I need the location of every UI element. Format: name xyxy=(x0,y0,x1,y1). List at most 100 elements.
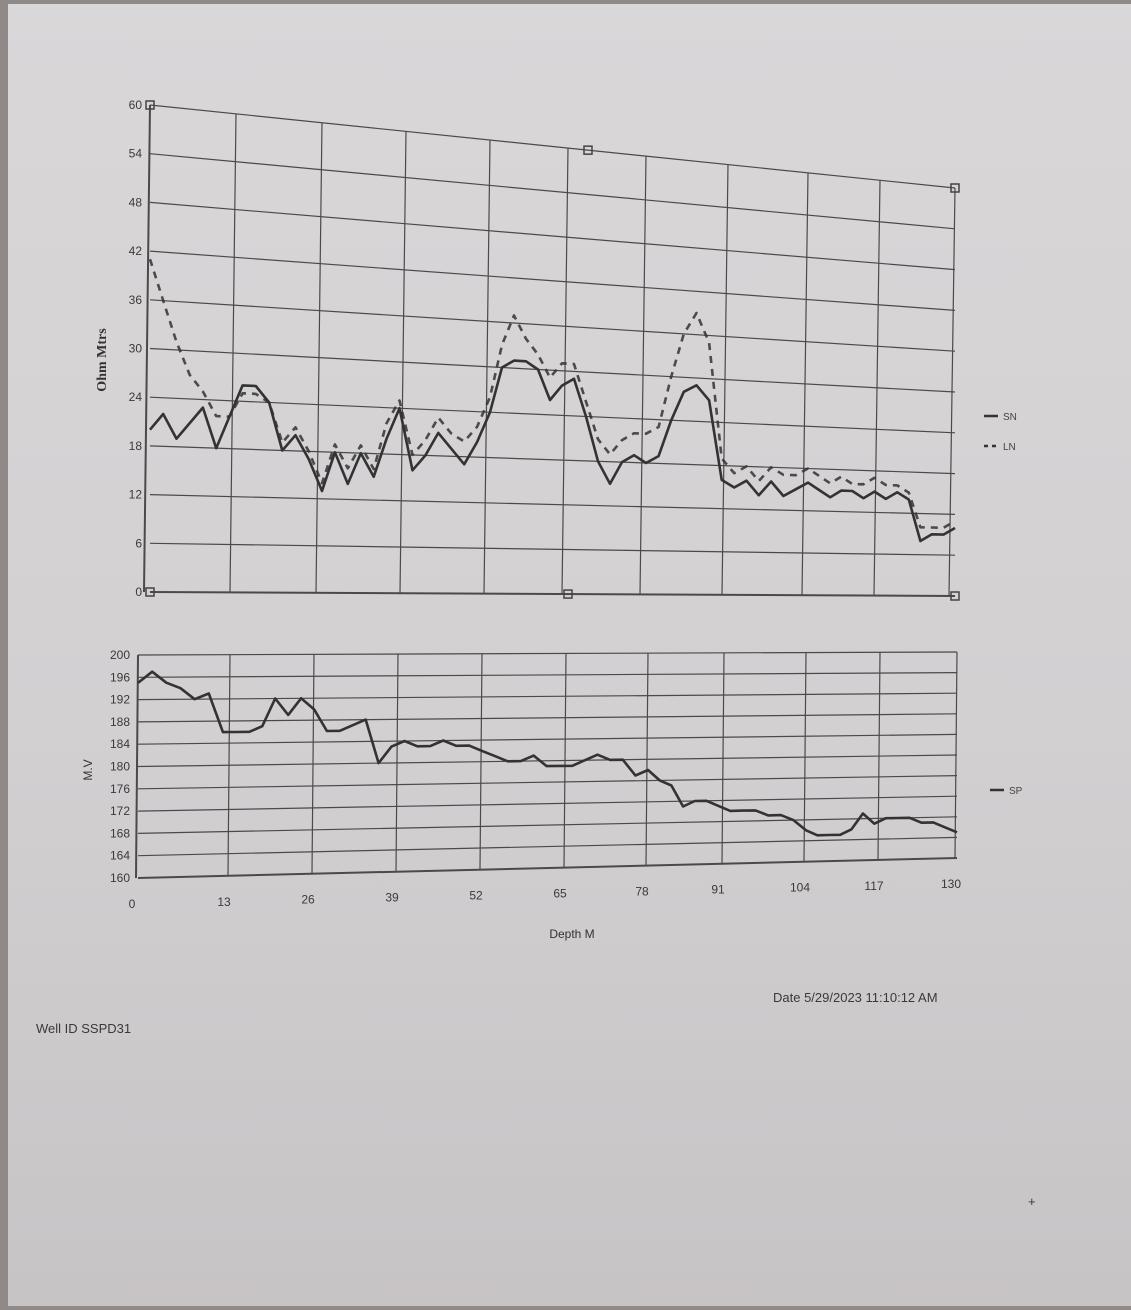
bottom-v-gridline xyxy=(563,653,567,868)
bottom-y-tick-label: 176 xyxy=(110,782,130,796)
legend-label-sp: SP xyxy=(1009,786,1023,797)
legend-bottom: SP xyxy=(990,786,1023,797)
top-y-tick-label: 54 xyxy=(129,147,143,161)
resistivity-plot-grid xyxy=(143,100,960,601)
series-line-sp xyxy=(137,670,958,837)
top-v-gridline xyxy=(399,131,407,594)
bottom-y-tick-label: 200 xyxy=(110,648,130,662)
bottom-y-tick-label: 192 xyxy=(110,693,130,707)
top-v-gridline xyxy=(143,104,151,593)
x-tick-label: 26 xyxy=(301,893,315,907)
bottom-h-gridline xyxy=(137,733,958,745)
bottom-v-gridline xyxy=(645,653,649,866)
bottom-v-gridline xyxy=(954,651,958,859)
top-y-tick-label: 6 xyxy=(135,536,142,550)
bottom-v-gridline xyxy=(479,653,483,870)
bottom-h-gridline xyxy=(137,816,958,834)
top-v-gridline xyxy=(639,156,647,595)
top-v-gridline xyxy=(483,140,491,594)
x-tick-label: 52 xyxy=(469,889,483,903)
x-tick-label: 104 xyxy=(790,881,810,895)
x-tick-label: 117 xyxy=(864,879,883,893)
top-h-gridline xyxy=(149,299,956,352)
top-h-gridline xyxy=(149,347,956,393)
bottom-v-gridline xyxy=(227,654,231,876)
bottom-v-gridline xyxy=(395,654,399,872)
chart-labels: 6054484236302418126020019619218818418017… xyxy=(110,98,961,911)
top-v-gridline xyxy=(229,113,237,593)
bottom-h-gridline xyxy=(137,671,958,678)
top-h-gridline xyxy=(149,104,956,189)
axis-corner-marker xyxy=(950,183,960,193)
x-tick-label: 65 xyxy=(553,887,567,901)
top-y-tick-label: 18 xyxy=(129,439,143,453)
bottom-y-tick-label: 188 xyxy=(110,715,130,729)
top-h-gridline xyxy=(149,445,956,475)
top-h-gridline xyxy=(149,250,956,311)
top-y-axis-title: Ohm Mtrs xyxy=(95,328,110,392)
date-stamp: Date 5/29/2023 11:10:12 AM xyxy=(773,990,938,1005)
series-line-ln xyxy=(148,258,956,530)
legend-top: SN LN xyxy=(984,412,1017,453)
bottom-h-gridline xyxy=(137,836,958,857)
axis-corner-marker xyxy=(583,145,593,155)
x-tick-label: 130 xyxy=(941,877,961,891)
top-h-gridline xyxy=(149,542,956,556)
bottom-h-gridline xyxy=(137,857,958,879)
axis-corner-marker xyxy=(145,100,155,110)
top-y-tick-label: 42 xyxy=(129,244,143,258)
top-v-gridline xyxy=(315,122,323,593)
bottom-y-tick-label: 160 xyxy=(110,871,130,885)
top-v-gridline xyxy=(948,187,956,597)
well-id: Well ID SSPD31 xyxy=(36,1021,131,1036)
bottom-y-tick-label: 172 xyxy=(110,804,130,818)
top-v-gridline xyxy=(561,148,569,595)
sp-plot-grid xyxy=(135,651,958,879)
x-tick-label: 0 xyxy=(129,897,136,911)
bottom-y-tick-label: 184 xyxy=(110,737,130,751)
bottom-h-gridline xyxy=(137,651,958,656)
bottom-h-gridline xyxy=(137,775,958,790)
bottom-v-gridline xyxy=(135,654,139,879)
top-h-gridline xyxy=(149,201,956,271)
bottom-h-gridline xyxy=(137,713,958,723)
x-tick-label: 39 xyxy=(385,891,399,905)
bottom-y-tick-label: 196 xyxy=(110,670,130,684)
x-axis-title: Depth M xyxy=(549,927,594,941)
corner-mark: + xyxy=(1028,1194,1036,1209)
top-y-tick-label: 12 xyxy=(129,488,143,502)
bottom-y-tick-label: 168 xyxy=(110,826,130,840)
legend-label-ln: LN xyxy=(1003,442,1016,453)
resistivity-plot-series xyxy=(148,258,956,543)
top-v-gridline xyxy=(873,180,881,596)
bottom-v-gridline xyxy=(803,652,807,862)
bottom-v-gridline xyxy=(311,654,315,874)
bottom-h-gridline xyxy=(137,795,958,812)
x-tick-label: 91 xyxy=(711,883,725,897)
axis-corner-marker xyxy=(950,591,960,601)
top-y-tick-label: 48 xyxy=(129,195,143,209)
bottom-y-tick-label: 164 xyxy=(110,849,130,863)
x-tick-label: 78 xyxy=(635,885,649,899)
top-y-tick-label: 36 xyxy=(129,293,143,307)
axis-corner-marker xyxy=(563,589,573,599)
bottom-y-tick-label: 180 xyxy=(110,760,130,774)
sp-plot-series xyxy=(137,670,958,837)
series-line-sn xyxy=(149,359,956,543)
top-y-tick-label: 24 xyxy=(129,390,143,404)
bottom-h-gridline xyxy=(137,754,958,768)
top-y-tick-label: 60 xyxy=(129,98,143,112)
top-h-gridline xyxy=(149,591,956,597)
top-h-gridline xyxy=(149,396,956,434)
top-y-tick-label: 0 xyxy=(135,585,142,599)
bottom-v-gridline xyxy=(721,652,725,864)
x-tick-label: 13 xyxy=(217,895,231,909)
top-v-gridline xyxy=(801,172,809,596)
axis-corner-marker xyxy=(145,587,155,597)
legend-label-sn: SN xyxy=(1003,412,1017,423)
top-h-gridline xyxy=(149,494,956,515)
bottom-v-gridline xyxy=(877,652,881,860)
top-y-tick-label: 30 xyxy=(129,342,143,356)
top-v-gridline xyxy=(721,164,729,595)
